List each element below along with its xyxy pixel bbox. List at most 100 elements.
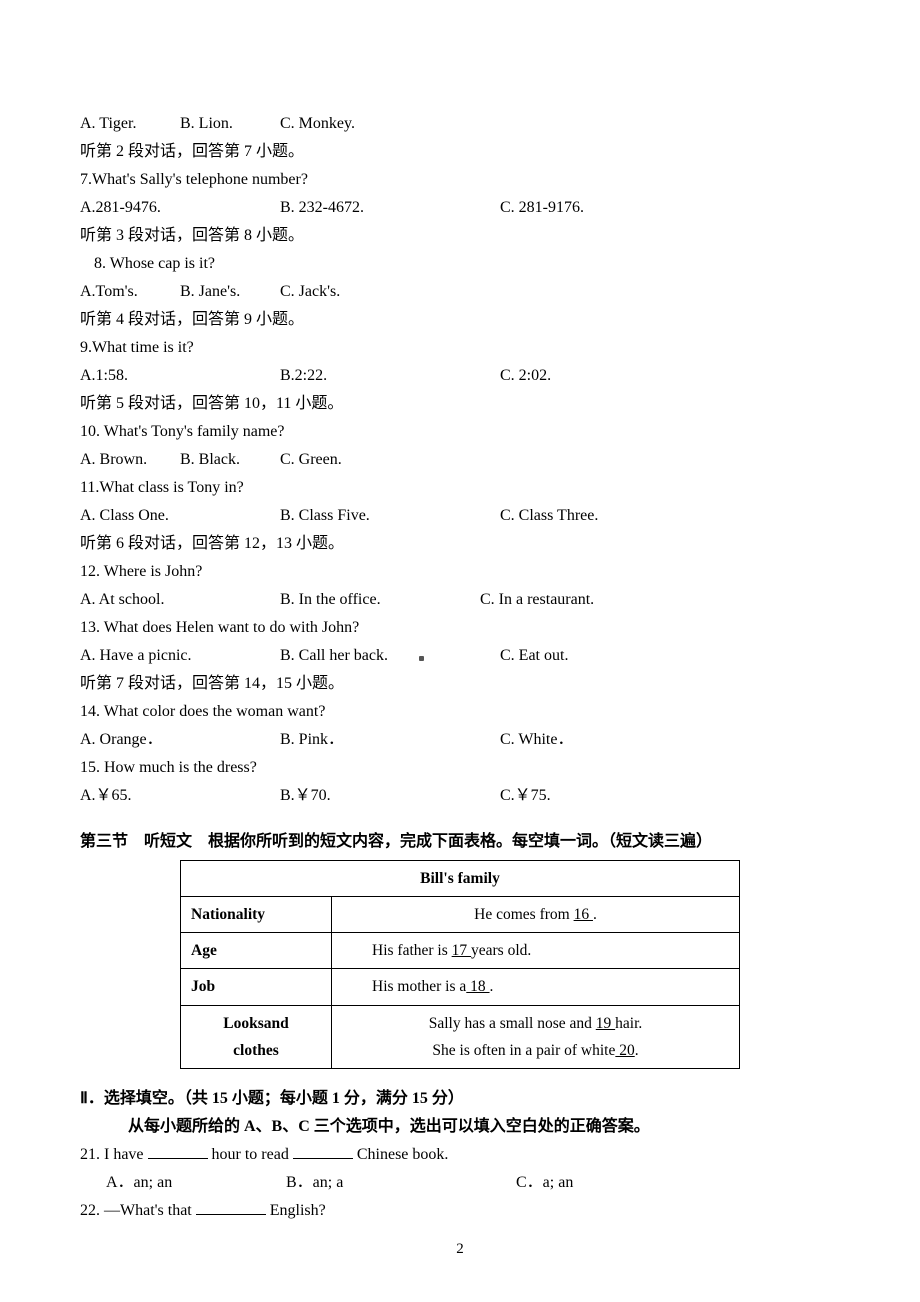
q10-text: 10. What's Tony's family name? — [80, 418, 840, 446]
dialog6-intro: 听第 6 段对话，回答第 12，13 小题。 — [80, 530, 840, 558]
q9-option-b[interactable]: B.2:22. — [280, 362, 500, 390]
q22-pre: 22. —What's that — [80, 1202, 196, 1219]
q6-option-a[interactable]: A. Tiger. — [80, 110, 180, 138]
q7-text: 7.What's Sally's telephone number? — [80, 166, 840, 194]
q21-option-b[interactable]: B．an; a — [286, 1169, 516, 1197]
q14-option-b[interactable]: B. Pink． — [280, 726, 500, 754]
q22-post: English? — [266, 1202, 326, 1219]
q21-post: Chinese book. — [353, 1146, 449, 1163]
age-post: years old. — [471, 942, 531, 959]
q12-text: 12. Where is John? — [80, 558, 840, 586]
q12-option-b[interactable]: B. In the office. — [280, 586, 480, 614]
q8-text: 8. Whose cap is it? — [80, 250, 840, 278]
q13-option-a[interactable]: A. Have a picnic. — [80, 642, 280, 670]
q21-option-a[interactable]: A．an; an — [106, 1169, 286, 1197]
nat-pre: He comes from — [474, 906, 573, 923]
q9-option-c[interactable]: C. 2:02. — [500, 362, 551, 390]
q15-option-a[interactable]: A.￥65. — [80, 782, 280, 810]
q10-option-c[interactable]: C. Green. — [280, 446, 342, 474]
dialog5-intro: 听第 5 段对话，回答第 10，11 小题。 — [80, 390, 840, 418]
q15-option-b[interactable]: B.￥70. — [280, 782, 500, 810]
q9-option-a[interactable]: A.1:58. — [80, 362, 280, 390]
q21-mid: hour to read — [208, 1146, 293, 1163]
exam-page: A. Tiger. B. Lion. C. Monkey. 听第 2 段对话，回… — [0, 0, 920, 1302]
q10-options: A. Brown. B. Black. C. Green. — [80, 446, 840, 474]
q14-option-c[interactable]: C. White． — [500, 726, 573, 754]
q7-option-b[interactable]: B. 232-4672. — [280, 194, 500, 222]
q11-options: A. Class One. B. Class Five. C. Class Th… — [80, 502, 840, 530]
row-age-cell: His father is 17 years old. — [332, 933, 740, 969]
q22-blank[interactable] — [196, 1199, 266, 1214]
age-pre: His father is — [372, 942, 452, 959]
q8-option-c[interactable]: C. Jack's. — [280, 278, 340, 306]
q10-option-a[interactable]: A. Brown. — [80, 446, 180, 474]
q7-options: A.281-9476. B. 232-4672. C. 281-9176. — [80, 194, 840, 222]
q7-option-a[interactable]: A.281-9476. — [80, 194, 280, 222]
q21-pre: 21. I have — [80, 1146, 148, 1163]
q21-option-c[interactable]: C．a; an — [516, 1169, 573, 1197]
q15-options: A.￥65. B.￥70. C.￥75. — [80, 782, 840, 810]
row-job-label: Job — [181, 969, 332, 1005]
row-nationality-cell: He comes from 16 . — [332, 897, 740, 933]
job-post: . — [490, 978, 494, 995]
q22-text: 22. —What's that English? — [80, 1197, 840, 1225]
q13-option-b[interactable]: B. Call her back. — [280, 642, 500, 670]
dialog3-intro: 听第 3 段对话，回答第 8 小题。 — [80, 222, 840, 250]
q21-blank1[interactable] — [148, 1143, 208, 1158]
q11-option-b[interactable]: B. Class Five. — [280, 502, 500, 530]
dialog4-intro: 听第 4 段对话，回答第 9 小题。 — [80, 306, 840, 334]
q9-text: 9.What time is it? — [80, 334, 840, 362]
q11-text: 11.What class is Tony in? — [80, 474, 840, 502]
looks-label-1: Looksand — [223, 1015, 288, 1032]
decorative-dot — [419, 656, 424, 661]
q13-option-c[interactable]: C. Eat out. — [500, 642, 568, 670]
q6-option-b[interactable]: B. Lion. — [180, 110, 280, 138]
q21-blank2[interactable] — [293, 1143, 353, 1158]
q12-option-a[interactable]: A. At school. — [80, 586, 280, 614]
blank-20[interactable]: 20 — [615, 1042, 634, 1059]
q12-options: A. At school. B. In the office. C. In a … — [80, 586, 840, 614]
q10-option-b[interactable]: B. Black. — [180, 446, 280, 474]
row-looks-label: Looksand clothes — [181, 1005, 332, 1068]
q21-text: 21. I have hour to read Chinese book. — [80, 1141, 840, 1169]
table-header: Bill's family — [181, 861, 740, 897]
q11-option-c[interactable]: C. Class Three. — [500, 502, 598, 530]
job-pre: His mother is a — [372, 978, 466, 995]
page-number: 2 — [0, 1236, 920, 1262]
looks1-pre: Sally has a small nose and — [429, 1015, 596, 1032]
bills-family-table: Bill's family Nationality He comes from … — [180, 860, 740, 1069]
row-age-label: Age — [181, 933, 332, 969]
section2-header1: Ⅱ．选择填空。（共 15 小题；每小题 1 分，满分 15 分） — [80, 1085, 840, 1113]
q13-text: 13. What does Helen want to do with John… — [80, 614, 840, 642]
blank-17[interactable]: 17 — [452, 942, 471, 959]
looks2-pre: She is often in a pair of white — [432, 1042, 615, 1059]
row-job-cell: His mother is a 18 . — [332, 969, 740, 1005]
q6-option-c[interactable]: C. Monkey. — [280, 110, 355, 138]
q8-option-b[interactable]: B. Jane's. — [180, 278, 280, 306]
q15-text: 15. How much is the dress? — [80, 754, 840, 782]
section3-title: 第三节 听短文 根据你所听到的短文内容，完成下面表格。每空填一词。（短文读三遍） — [80, 828, 840, 856]
q8-options: A.Tom's. B. Jane's. C. Jack's. — [80, 278, 840, 306]
q12-option-c[interactable]: C. In a restaurant. — [480, 586, 594, 614]
q8-option-a[interactable]: A.Tom's. — [80, 278, 180, 306]
q14-option-a[interactable]: A. Orange． — [80, 726, 280, 754]
row-nationality-label: Nationality — [181, 897, 332, 933]
dialog2-intro: 听第 2 段对话，回答第 7 小题。 — [80, 138, 840, 166]
blank-16[interactable]: 16 — [574, 906, 593, 923]
dialog7-intro: 听第 7 段对话，回答第 14，15 小题。 — [80, 670, 840, 698]
looks2-post: . — [635, 1042, 639, 1059]
q13-options: A. Have a picnic. B. Call her back. C. E… — [80, 642, 840, 670]
q7-option-c[interactable]: C. 281-9176. — [500, 194, 584, 222]
q6-options: A. Tiger. B. Lion. C. Monkey. — [80, 110, 840, 138]
q11-option-a[interactable]: A. Class One. — [80, 502, 280, 530]
q15-option-c[interactable]: C.￥75. — [500, 782, 551, 810]
blank-19[interactable]: 19 — [596, 1015, 615, 1032]
row-looks-cell: Sally has a small nose and 19 hair. She … — [332, 1005, 740, 1068]
q14-options: A. Orange． B. Pink． C. White． — [80, 726, 840, 754]
q9-options: A.1:58. B.2:22. C. 2:02. — [80, 362, 840, 390]
looks-label-2: clothes — [233, 1042, 279, 1059]
section2-header2: 从每小题所给的 A、B、C 三个选项中，选出可以填入空白处的正确答案。 — [80, 1113, 840, 1141]
looks1-post: hair. — [615, 1015, 642, 1032]
blank-18[interactable]: 18 — [466, 978, 489, 995]
q21-options: A．an; an B．an; a C．a; an — [80, 1169, 840, 1197]
